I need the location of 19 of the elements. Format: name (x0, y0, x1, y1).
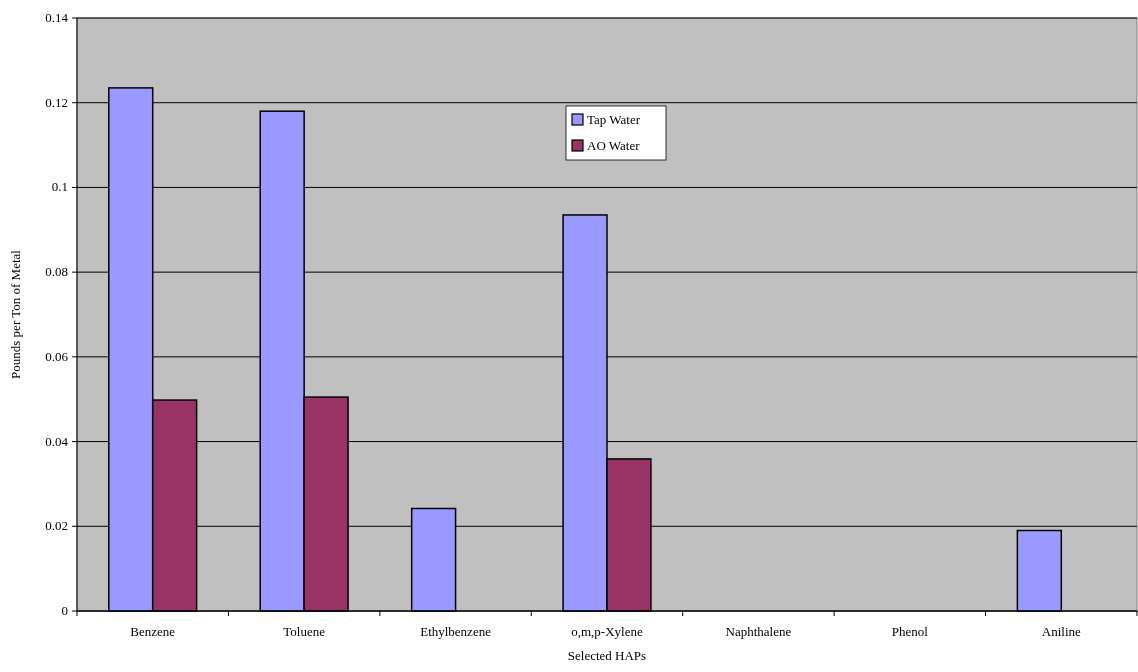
y-tick-label: 0.08 (45, 264, 68, 280)
x-axis-title: Selected HAPs (567, 648, 647, 663)
y-tick-label: 0.1 (51, 179, 68, 195)
x-tick-label: Ethylbenzene (420, 624, 492, 639)
x-tick-label: o,m,p-Xylene (571, 624, 643, 639)
y-tick-label: 0 (61, 603, 68, 618)
x-tick-label: Naphthalene (725, 624, 792, 639)
x-tick-label: Aniline (1041, 624, 1082, 639)
y-tick-label: 0.04 (45, 433, 69, 449)
y-tick-label: 0.12 (45, 94, 68, 110)
legend-label: Tap Water (587, 112, 641, 127)
legend-label: AO Water (587, 138, 641, 153)
x-tick-label: Phenol (891, 624, 929, 639)
y-tick-label: 0.02 (45, 518, 68, 534)
y-tick-label: 0.06 (45, 348, 69, 364)
x-tick-label: Benzene (130, 624, 176, 639)
y-tick-label: 0.14 (45, 10, 69, 25)
y-axis-title: Pounds per Ton of Metal (8, 249, 23, 379)
x-tick-label: Toluene (283, 624, 326, 639)
